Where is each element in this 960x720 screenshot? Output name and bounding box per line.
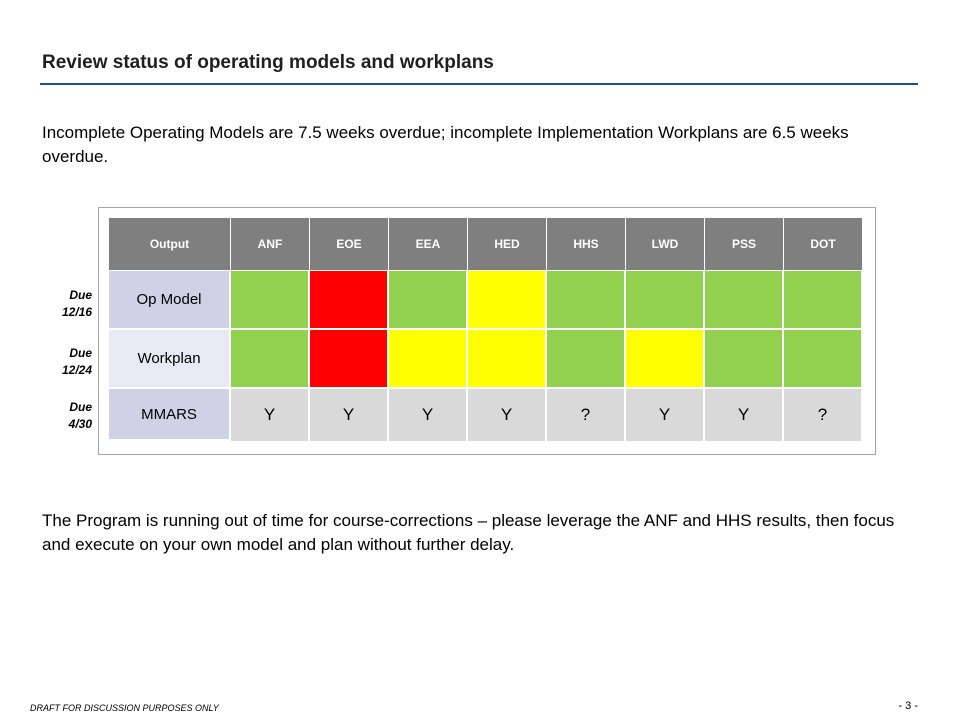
status-cell: [705, 271, 784, 330]
status-cell: [389, 271, 468, 330]
status-cell: [231, 271, 310, 330]
column-header-hhs: HHS: [547, 218, 626, 271]
mmars-cell: ?: [784, 389, 863, 441]
title-divider: [40, 83, 918, 85]
column-header-pss: PSS: [705, 218, 784, 271]
mmars-cell: Y: [310, 389, 389, 441]
page-title: Review status of operating models and wo…: [42, 52, 494, 73]
due-label-mmars: Due 4/30: [68, 400, 92, 431]
status-cell: [389, 330, 468, 389]
mmars-cell: Y: [231, 389, 310, 441]
column-header-lwd: LWD: [626, 218, 705, 271]
status-cell: [547, 271, 626, 330]
mmars-cell: Y: [705, 389, 784, 441]
column-header-output: Output: [109, 218, 231, 271]
intro-paragraph: Incomplete Operating Models are 7.5 week…: [42, 123, 849, 166]
status-cell: [310, 330, 389, 389]
status-cell: [784, 271, 863, 330]
footer-disclaimer: DRAFT FOR DISCUSSION PURPOSES ONLY: [30, 703, 219, 713]
column-header-anf: ANF: [231, 218, 310, 271]
column-header-eoe: EOE: [310, 218, 389, 271]
status-cell: [468, 330, 547, 389]
row-label-mmars: MMARS: [109, 389, 231, 441]
status-cell: [626, 330, 705, 389]
closing-paragraph: The Program is running out of time for c…: [42, 511, 895, 554]
row-label-op-model: Op Model: [109, 271, 231, 330]
row-label-workplan: Workplan: [109, 330, 231, 389]
column-header-hed: HED: [468, 218, 547, 271]
status-cell: [705, 330, 784, 389]
column-header-dot: DOT: [784, 218, 863, 271]
mmars-cell: ?: [547, 389, 626, 441]
status-cell: [626, 271, 705, 330]
status-cell: [468, 271, 547, 330]
status-table: Output ANF EOE EEA HED HHS LWD PSS DOT O…: [109, 218, 863, 441]
status-cell: [310, 271, 389, 330]
due-label-op-model: Due 12/16: [61, 288, 92, 319]
status-cell: [547, 330, 626, 389]
column-header-eea: EEA: [389, 218, 468, 271]
status-cell: [784, 330, 863, 389]
mmars-cell: Y: [389, 389, 468, 441]
due-label-workplan: Due 12/24: [61, 346, 92, 377]
page-number: - 3 -: [898, 700, 918, 712]
mmars-cell: Y: [468, 389, 547, 441]
status-cell: [231, 330, 310, 389]
mmars-cell: Y: [626, 389, 705, 441]
